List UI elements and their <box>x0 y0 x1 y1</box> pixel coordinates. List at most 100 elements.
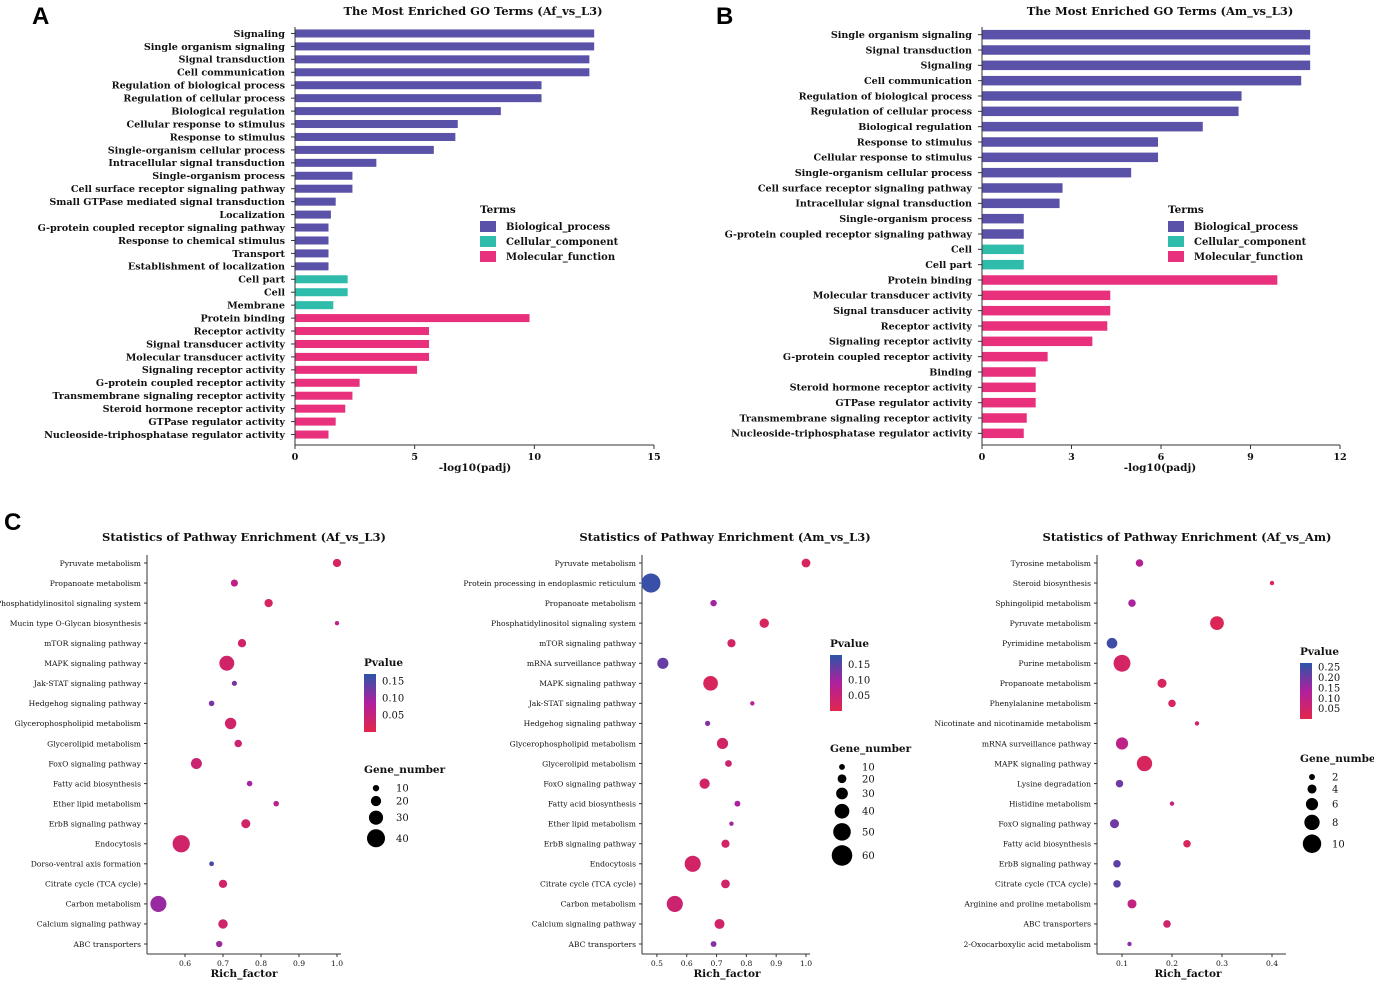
bar-single-organism-cellular-process <box>295 145 434 154</box>
bubble-protein-processing-in-endoplasmic-reticulum <box>641 573 661 593</box>
bar-regulation-of-cellular-process <box>982 106 1239 117</box>
bar-intracellular-signal-transduction <box>982 198 1060 209</box>
bar-cell-communication <box>982 75 1302 86</box>
category-label-sphingolipid-metabolism: Sphingolipid metabolism <box>995 599 1091 608</box>
bar-transmembrane-signaling-receptor-activity <box>982 413 1027 423</box>
category-label-pyruvate-metabolism: Pyruvate metabolism <box>60 559 141 568</box>
gene-number-legend-dot <box>839 764 845 770</box>
category-label-fatty-acid-biosynthesis: Fatty acid biosynthesis <box>1003 840 1091 849</box>
bubble-fatty-acid-biosynthesis <box>734 800 741 807</box>
bar-gtpase-regulator-activity <box>982 397 1036 408</box>
gene-number-legend-dot <box>368 810 384 825</box>
category-label-hedgehog-signaling-pathway: Hedgehog signaling pathway <box>29 699 142 708</box>
bar-response-to-chemical-stimulus <box>295 236 329 245</box>
category-label-citrate-cycle-tca-cycle: Citrate cycle (TCA cycle) <box>540 880 636 889</box>
category-label-foxo-signaling-pathway: FoxO signaling pathway <box>48 759 141 768</box>
bubble-arginine-and-proline-metabolism <box>1127 899 1137 909</box>
bubble-nicotinate-and-nicotinamide-metabolism <box>1194 721 1200 726</box>
bar-signal-transducer-activity <box>982 305 1111 316</box>
bubble-endocytosis <box>684 855 701 872</box>
category-label-erbb-signaling-pathway: ErbB signaling pathway <box>999 860 1092 869</box>
go-bar-chart-b: The Most Enriched GO Terms (Am_vs_L3) Sin… <box>725 4 1347 474</box>
gene-number-legend-dot <box>833 823 851 841</box>
bubble-abc-transporters <box>1163 920 1171 928</box>
category-label-pyrimidine-metabolism: Pyrimidine metabolism <box>1002 639 1091 648</box>
category-label-2-oxocarboxylic-acid-metabolism: 2-Oxocarboxylic acid metabolism <box>963 940 1091 949</box>
gene-number-tick-label: 6 <box>1332 800 1338 811</box>
category-label-carbon-metabolism: Carbon metabolism <box>66 900 141 909</box>
category-label-mtor-signaling-pathway: mTOR signaling pathway <box>539 639 637 648</box>
category-label-calcium-signaling-pathway: Calcium signaling pathway <box>37 920 142 929</box>
category-label-phenylalanine-metabolism: Phenylalanine metabolism <box>990 699 1091 708</box>
category-label-intracellular-signal-transduction: Intracellular signal transduction <box>108 158 285 169</box>
pvalue-tick-label: 0.10 <box>848 675 870 686</box>
category-label-cell-part: Cell part <box>925 260 972 271</box>
category-label-establishment-of-localization: Establishment of localization <box>128 262 285 273</box>
category-label-foxo-signaling-pathway: FoxO signaling pathway <box>998 819 1091 828</box>
legend-label-biological-process: Biological_process <box>1194 222 1299 233</box>
x-tick-label: 1.0 <box>331 959 343 968</box>
category-label-jak-stat-signaling-pathway: Jak-STAT signaling pathway <box>33 679 142 688</box>
pvalue-legend: Pvalue 0.15 0.10 0.05 <box>364 657 404 732</box>
chart-title: The Most Enriched GO Terms (Af_vs_L3) <box>343 4 602 19</box>
category-label-cellular-response-to-stimulus: Cellular response to stimulus <box>813 153 972 164</box>
pvalue-tick-label: 0.10 <box>382 693 404 704</box>
category-label-hedgehog-signaling-pathway: Hedgehog signaling pathway <box>524 719 637 728</box>
category-label-steroid-hormone-receptor-activity: Steroid hormone receptor activity <box>790 383 973 394</box>
bubble-glycerophospholipid-metabolism <box>224 717 237 730</box>
category-label-endocytosis: Endocytosis <box>590 860 636 869</box>
category-label-lysine-degradation: Lysine degradation <box>1017 779 1091 788</box>
bubble-foxo-signaling-pathway <box>699 778 710 789</box>
x-tick-label: 12 <box>1333 452 1346 463</box>
gene-number-tick-label: 20 <box>862 774 875 785</box>
bar-single-organism-process <box>295 171 353 180</box>
category-label-response-to-stimulus: Response to stimulus <box>170 132 285 143</box>
x-tick-label: 1.0 <box>800 959 812 968</box>
gene-number-legend-dot <box>834 803 850 819</box>
category-label-transport: Transport <box>232 249 285 260</box>
gene-number-legend-dot <box>837 774 847 784</box>
bubble-calcium-signaling-pathway <box>714 918 725 929</box>
bar-steroid-hormone-receptor-activity <box>982 382 1036 393</box>
category-label-nucleoside-triphosphatase-regulator-activity: Nucleoside-triphosphatase regulator acti… <box>731 429 972 440</box>
bar-cell-surface-receptor-signaling-pathway <box>295 184 353 193</box>
x-tick-label: 3 <box>1068 452 1075 463</box>
category-label-cellular-response-to-stimulus: Cellular response to stimulus <box>126 119 285 130</box>
category-label-erbb-signaling-pathway: ErbB signaling pathway <box>49 819 142 828</box>
category-label-pyruvate-metabolism: Pyruvate metabolism <box>1010 619 1091 628</box>
bubble-ether-lipid-metabolism <box>729 821 734 826</box>
gene-number-tick-label: 20 <box>396 796 409 807</box>
pvalue-tick-label: 0.25 <box>1318 663 1340 674</box>
bubble-glycerolipid-metabolism <box>725 760 732 767</box>
legend-title: Terms <box>1168 204 1204 216</box>
bubble-abc-transporters <box>710 941 717 947</box>
bar-response-to-stimulus <box>982 137 1159 147</box>
gene-number-tick-label: 4 <box>1332 785 1338 796</box>
bar-signal-transduction <box>295 55 590 64</box>
bubble-erbb-signaling-pathway <box>721 839 730 848</box>
bubble-sphingolipid-metabolism <box>1128 599 1136 607</box>
x-tick-label: 0.6 <box>681 959 693 968</box>
bar-regulation-of-biological-process <box>982 91 1242 101</box>
bar-signal-transduction <box>982 45 1311 55</box>
gene-number-legend-dot <box>1302 834 1322 854</box>
category-label-abc-transporters: ABC transporters <box>567 940 636 949</box>
bar-binding <box>982 367 1036 377</box>
category-label-citrate-cycle-tca-cycle: Citrate cycle (TCA cycle) <box>995 880 1091 889</box>
bubble-tyrosine-metabolism <box>1135 559 1144 567</box>
gene-number-legend-dot <box>1309 774 1315 780</box>
bar-signaling <box>295 29 595 38</box>
x-tick-label: 0.8 <box>255 959 267 968</box>
bubble-mapk-signaling-pathway <box>219 655 235 671</box>
bubble-2-oxocarboxylic-acid-metabolism <box>1127 941 1132 947</box>
gene-number-legend-title: Gene_number <box>1300 753 1374 766</box>
bar-steroid-hormone-receptor-activity <box>295 404 346 413</box>
legend-swatch-molecular-function <box>1168 251 1184 262</box>
legend-label-molecular-function: Molecular_function <box>1194 252 1304 263</box>
category-label-mapk-signaling-pathway: MAPK signaling pathway <box>994 759 1091 768</box>
gene-number-tick-label: 40 <box>862 807 875 818</box>
category-label-mtor-signaling-pathway: mTOR signaling pathway <box>44 639 142 648</box>
pvalue-legend: Pvalue 0.250.200.150.100.05 <box>1300 646 1340 719</box>
bar-g-protein-coupled-receptor-signaling-pathway <box>295 223 329 232</box>
bubble-fatty-acid-biosynthesis <box>1183 839 1191 848</box>
